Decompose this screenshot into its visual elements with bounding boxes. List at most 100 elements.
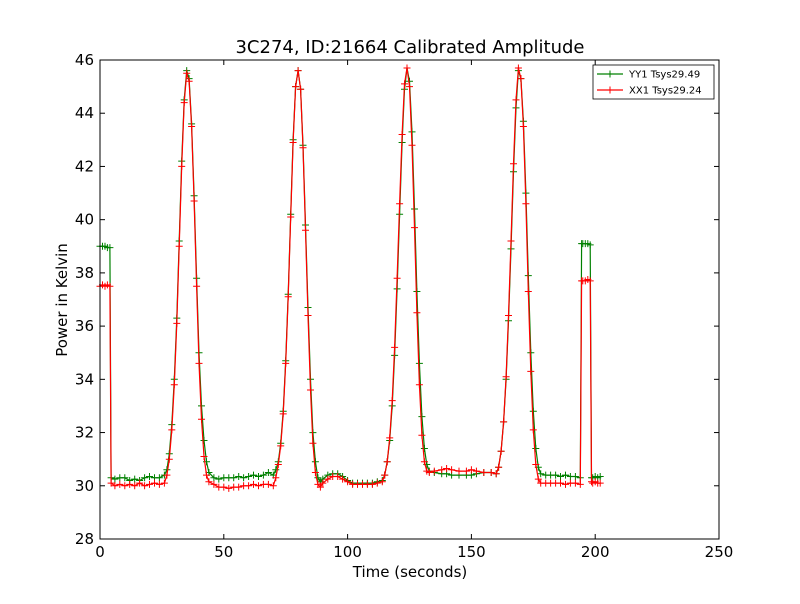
data-point	[430, 467, 438, 475]
data-point	[264, 480, 272, 488]
data-point	[522, 200, 530, 208]
y-tick-label: 44	[75, 104, 94, 122]
data-point	[334, 473, 342, 480]
data-point	[299, 144, 307, 152]
data-point	[282, 359, 290, 367]
data-point	[292, 83, 300, 91]
data-point	[200, 437, 208, 444]
y-tick-label: 46	[75, 51, 94, 69]
data-point	[121, 482, 129, 490]
x-tick-label: 150	[457, 543, 486, 561]
y-tick-label: 36	[75, 317, 94, 335]
data-point	[373, 479, 381, 487]
data-point	[487, 469, 495, 476]
data-point	[480, 469, 488, 476]
legend-marker	[606, 86, 614, 94]
data-point	[438, 466, 446, 474]
data-point	[200, 453, 208, 460]
data-point	[339, 475, 347, 483]
data-point	[210, 474, 218, 482]
y-tick-label: 30	[75, 477, 94, 495]
data-point	[245, 482, 253, 490]
data-point	[210, 480, 218, 488]
legend-label: YY1 Tsys29.49	[628, 70, 700, 81]
chart-title: 3C274, ID:21664 Calibrated Amplitude	[235, 37, 584, 58]
data-point	[420, 445, 428, 452]
data-point	[510, 160, 517, 168]
data-point	[277, 442, 285, 450]
data-point	[235, 483, 243, 491]
data-point	[386, 434, 394, 442]
data-point	[163, 471, 171, 479]
data-point	[180, 99, 188, 107]
data-point	[220, 483, 228, 491]
data-point	[420, 458, 428, 466]
data-point	[319, 479, 327, 487]
series-line	[99, 67, 601, 490]
data-point	[532, 461, 540, 468]
data-point	[126, 480, 134, 488]
data-point	[502, 373, 510, 381]
data-point	[571, 479, 579, 487]
data-point	[250, 471, 257, 479]
data-point	[557, 479, 564, 487]
data-point	[500, 418, 508, 426]
x-tick-label: 0	[95, 543, 105, 561]
x-axis-label: Time (seconds)	[352, 563, 468, 581]
data-point	[111, 475, 119, 483]
data-point	[225, 484, 233, 492]
x-tick-label: 50	[214, 543, 233, 561]
data-point	[534, 475, 542, 483]
data-point	[141, 482, 149, 490]
data-point	[107, 479, 115, 487]
data-point	[235, 473, 243, 480]
data-point	[443, 465, 451, 472]
data-point	[190, 197, 198, 205]
plot-background	[100, 60, 719, 539]
data-point	[408, 141, 416, 149]
data-point	[255, 473, 262, 480]
y-axis-label: Power in Kelvin	[53, 243, 71, 357]
data-point	[448, 466, 456, 474]
data-point	[472, 467, 480, 475]
data-point	[203, 471, 210, 479]
data-point	[274, 461, 282, 468]
x-tick-label: 200	[581, 543, 610, 561]
data-point	[596, 479, 604, 487]
data-point	[529, 407, 537, 415]
data-point	[302, 226, 309, 234]
data-point	[418, 431, 426, 439]
data-point	[131, 475, 139, 483]
data-point	[185, 77, 193, 85]
data-point	[415, 359, 423, 367]
data-point	[532, 445, 540, 452]
data-point	[188, 123, 196, 130]
data-point	[368, 480, 376, 488]
data-point	[529, 426, 537, 434]
data-point	[411, 224, 418, 232]
data-point	[284, 293, 292, 301]
data-point	[146, 473, 153, 480]
data-point	[272, 466, 280, 474]
data-point	[586, 241, 594, 249]
legend-box	[592, 64, 715, 100]
data-point	[215, 475, 223, 483]
data-point	[517, 75, 525, 83]
data-point	[151, 479, 158, 487]
data-point	[245, 473, 253, 480]
data-point	[205, 478, 213, 486]
data-point	[173, 319, 181, 327]
data-point	[198, 415, 205, 423]
legend-entry-1: XX1 Tsys29.24	[597, 86, 702, 97]
data-point	[160, 479, 168, 487]
data-point	[507, 237, 515, 245]
data-point	[418, 413, 426, 421]
legend-entry-0: YY1 Tsys29.49	[597, 70, 700, 81]
data-point	[586, 277, 594, 285]
data-point	[519, 123, 527, 130]
data-point	[314, 474, 322, 482]
data-point	[413, 309, 421, 317]
data-point	[289, 139, 297, 146]
